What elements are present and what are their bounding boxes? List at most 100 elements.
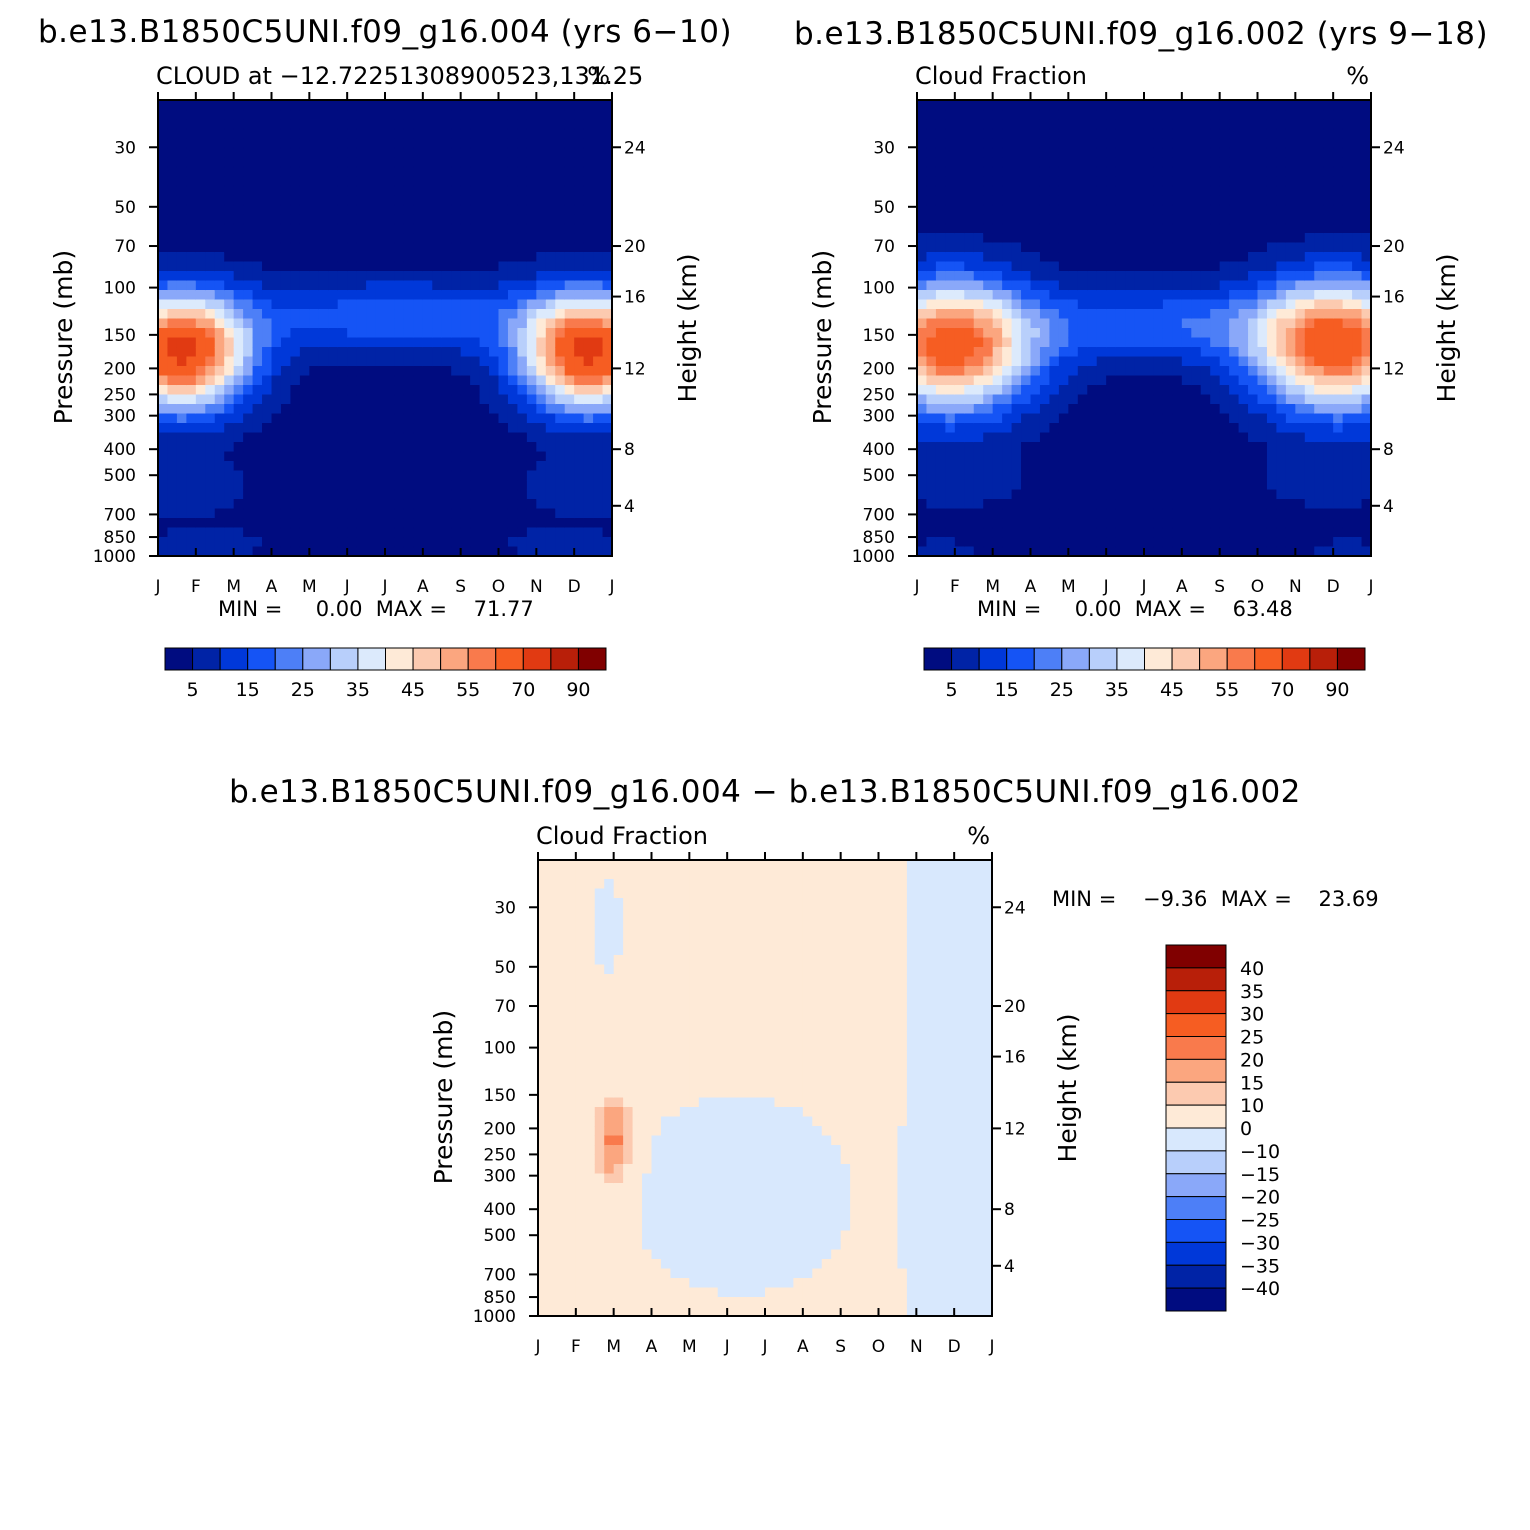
contour-cell [1096, 394, 1107, 405]
contour-cell [945, 480, 956, 491]
contour-cell [309, 176, 320, 187]
contour-cell [167, 328, 178, 339]
y-tick-label: 30 [873, 138, 895, 158]
contour-cell [1011, 223, 1022, 234]
contour-cell [299, 280, 310, 291]
contour-cell [1125, 508, 1136, 519]
contour-cell [318, 280, 329, 291]
contour-cell [1229, 185, 1240, 196]
contour-cell [195, 185, 206, 196]
contour-cell [1106, 470, 1117, 481]
contour-cell [1115, 347, 1126, 358]
contour-cell [538, 860, 549, 871]
contour-cell [1276, 347, 1287, 358]
contour-cell [973, 489, 984, 500]
contour-cell [1134, 100, 1145, 111]
contour-cell [224, 375, 235, 386]
contour-cell [526, 385, 537, 396]
y-tick-label: 1000 [93, 547, 136, 567]
contour-cell [1248, 100, 1259, 111]
contour-cell [545, 185, 556, 196]
contour-cell [432, 128, 443, 139]
contour-cell [973, 546, 984, 557]
contour-cell [1077, 394, 1088, 405]
contour-cell [233, 442, 244, 453]
contour-cell [460, 499, 471, 510]
contour-cell [451, 252, 462, 263]
contour-cell [1068, 337, 1079, 348]
contour-cell [470, 214, 481, 225]
contour-cell [1039, 356, 1051, 367]
y-tick-label: 250 [104, 385, 136, 405]
contour-cell [926, 470, 937, 481]
contour-cell [1210, 109, 1221, 120]
contour-cell [1068, 261, 1079, 272]
contour-cell [1011, 109, 1022, 120]
contour-cell [1068, 375, 1079, 386]
height-tick-label: 24 [624, 138, 646, 158]
contour-cell [1115, 423, 1126, 434]
contour-cell [1229, 537, 1240, 548]
contour-cell [186, 280, 197, 291]
contour-cell [538, 1278, 549, 1289]
contour-cell [566, 1059, 577, 1070]
contour-cell [1229, 470, 1240, 481]
contour-cell [356, 489, 367, 500]
contour-cell [1106, 375, 1117, 386]
contour-cell [545, 299, 556, 310]
contour-cell [309, 423, 320, 434]
contour-cell [176, 337, 187, 348]
contour-cell [290, 470, 301, 481]
contour-cell [299, 527, 310, 538]
contour-cell [935, 128, 946, 139]
contour-cell [366, 214, 377, 225]
contour-cell [158, 337, 169, 348]
contour-cell [422, 309, 433, 320]
contour-cell [186, 195, 197, 206]
contour-cell [1210, 223, 1221, 234]
contour-cell [1058, 100, 1069, 111]
contour-cell [545, 252, 556, 263]
contour-cell [290, 100, 301, 111]
contour-cell [262, 252, 273, 263]
contour-cell [205, 537, 216, 548]
contour-cell [1295, 204, 1306, 215]
contour-cell [1106, 337, 1117, 348]
contour-cell [935, 214, 946, 225]
contour-cell [574, 119, 585, 130]
contour-cell [1058, 147, 1069, 158]
contour-cell [583, 508, 594, 519]
contour-cell [1172, 375, 1183, 386]
contour-cell [186, 347, 197, 358]
contour-cell [526, 480, 537, 491]
contour-cell [1276, 195, 1287, 206]
contour-cell [1077, 470, 1088, 481]
contour-cell [337, 480, 348, 491]
contour-cell [1058, 385, 1069, 396]
contour-cell [954, 404, 965, 415]
contour-cell [517, 233, 528, 244]
contour-cell [945, 375, 956, 386]
contour-field [158, 100, 613, 557]
contour-cell [243, 109, 254, 120]
contour-cell [935, 328, 946, 339]
contour-cell [403, 261, 414, 272]
contour-cell [1229, 451, 1240, 462]
contour-cell [1162, 404, 1173, 415]
contour-cell [375, 280, 386, 291]
contour-cell [1021, 461, 1032, 472]
contour-cell [992, 309, 1003, 320]
contour-cell [1068, 432, 1079, 443]
contour-cell [926, 394, 937, 405]
contour-cell [356, 328, 367, 339]
contour-cell [205, 385, 216, 396]
contour-cell [574, 252, 585, 263]
contour-cell [356, 394, 367, 405]
contour-cell [1134, 375, 1145, 386]
contour-cell [318, 309, 329, 320]
contour-cell [564, 518, 575, 529]
contour-cell [1153, 252, 1164, 263]
contour-cell [375, 100, 386, 111]
contour-cell [167, 451, 178, 462]
contour-cell [432, 252, 443, 263]
